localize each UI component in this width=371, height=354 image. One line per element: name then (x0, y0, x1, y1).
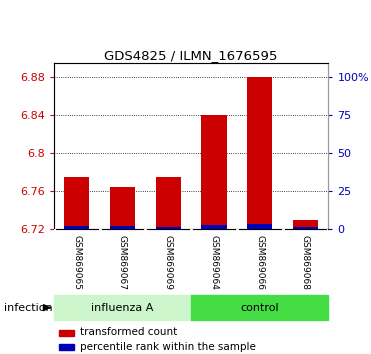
Text: GSM869068: GSM869068 (301, 235, 310, 290)
Bar (201, 115, 227, 229)
Bar (110, 225, 135, 229)
Text: GSM869064: GSM869064 (210, 235, 219, 290)
Bar (247, 224, 272, 229)
Bar (54, 295, 191, 320)
Bar (155, 227, 181, 229)
Text: transformed count: transformed count (80, 327, 177, 337)
Text: GSM869069: GSM869069 (164, 235, 173, 290)
Bar (293, 220, 318, 229)
Bar (110, 187, 135, 229)
Text: GSM869065: GSM869065 (72, 235, 81, 290)
Bar (247, 77, 272, 229)
Text: GSM869067: GSM869067 (118, 235, 127, 290)
Bar (64, 225, 89, 229)
Bar (201, 225, 227, 229)
Bar (293, 227, 318, 229)
Text: GSM869066: GSM869066 (255, 235, 264, 290)
Bar (191, 295, 328, 320)
Bar (64, 177, 89, 229)
Text: infection: infection (4, 303, 53, 313)
Bar (59, 330, 74, 336)
Bar (155, 177, 181, 229)
Title: GDS4825 / ILMN_1676595: GDS4825 / ILMN_1676595 (104, 49, 278, 62)
Text: control: control (240, 303, 279, 313)
Text: influenza A: influenza A (91, 303, 154, 313)
Bar (59, 344, 74, 350)
Text: percentile rank within the sample: percentile rank within the sample (80, 342, 256, 352)
